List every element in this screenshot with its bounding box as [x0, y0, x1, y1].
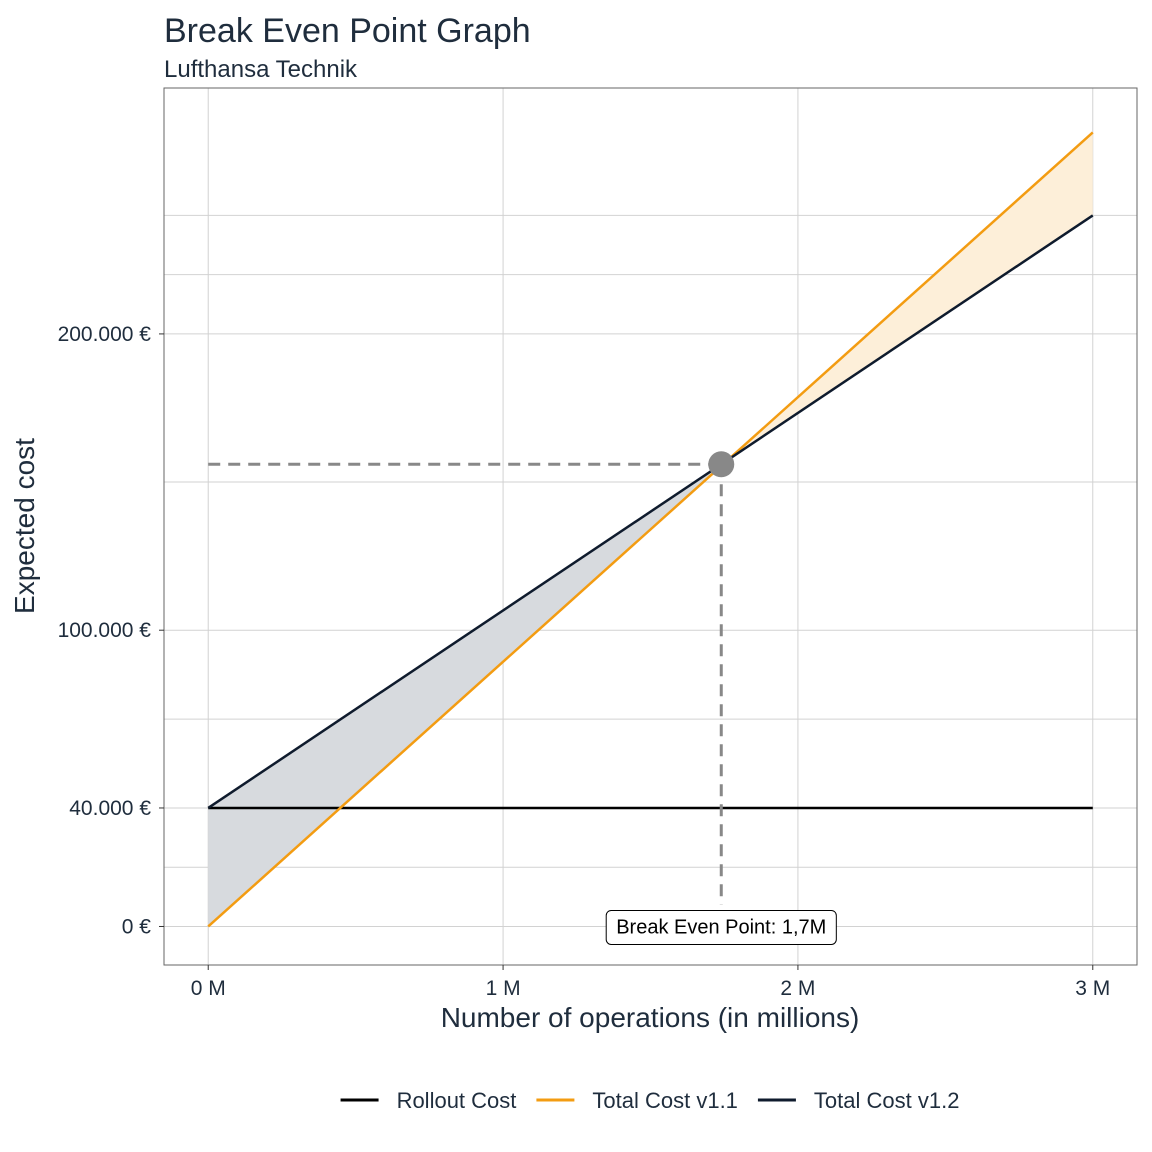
y-tick-label: 200.000 € [58, 323, 152, 346]
plot-border [163, 87, 1138, 966]
break-even-annotation: Break Even Point: 1,7M [208, 451, 837, 945]
legend-item: Total Cost v1.1 [536, 1088, 738, 1113]
series-line-total-cost-v1-2 [207, 214, 1094, 810]
series-lines [207, 131, 1094, 928]
legend-item: Total Cost v1.2 [757, 1088, 960, 1113]
x-tick-label: 0 M [191, 977, 226, 1000]
legend-item: Rollout Cost [340, 1088, 517, 1113]
legend-label: Total Cost v1.1 [592, 1088, 738, 1113]
y-ticks: 0 € 40.000 € 100.000 € 200.000 € [58, 323, 164, 938]
legend-label: Total Cost v1.2 [814, 1088, 960, 1113]
legend: Rollout Cost Total Cost v1.1 Total Cost v1… [340, 1088, 960, 1113]
legend-label: Rollout Cost [397, 1088, 517, 1113]
x-tick-label: 1 M [486, 977, 521, 1000]
y-axis-title: Expected cost [9, 438, 40, 614]
break-even-label-box [605, 909, 837, 945]
chart-subtitle: Lufthansa Technik [164, 56, 358, 83]
x-tick-label: 3 M [1075, 977, 1110, 1000]
y-tick-label: 0 € [122, 915, 152, 938]
x-tick-label: 2 M [780, 977, 815, 1000]
x-axis-title: Number of operations (in millions) [441, 1002, 860, 1033]
y-tick-label: 40.000 € [69, 797, 151, 820]
x-ticks: 0 M 1 M 2 M 3 M [191, 965, 1110, 1000]
series-line-total-cost-v1-1 [207, 131, 1094, 928]
chart-title: Break Even Point Graph [164, 12, 531, 50]
y-tick-label: 100.000 € [58, 619, 152, 642]
break-even-label: Break Even Point: 1,7M [616, 916, 826, 938]
break-even-point [708, 451, 735, 478]
